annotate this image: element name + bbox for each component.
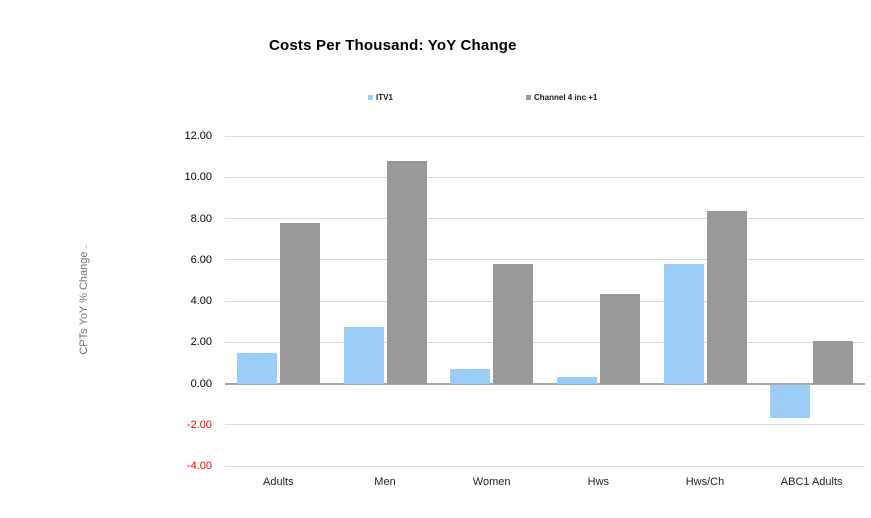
y-tick-label: 8.00 [190, 212, 212, 225]
gridline [225, 341, 865, 343]
y-axis-title: CPTs YoY % Change . [78, 245, 90, 355]
x-tick-label-adults: Adults [263, 476, 294, 488]
y-tick-label: -4.00 [186, 460, 212, 472]
bar-itv1-abc1-adults [770, 384, 811, 418]
x-tick-label-hws-ch: Hws/Ch [685, 476, 725, 488]
plot-area [225, 135, 865, 467]
x-tick-label-hws: Hws [587, 476, 610, 488]
legend-item-itv1: ITV1 [368, 93, 393, 102]
bar-channel-4-inc-1-women [493, 263, 534, 384]
gridline [225, 300, 865, 302]
gridline [225, 259, 865, 261]
chart-title: Costs Per Thousand: YoY Change [269, 37, 517, 54]
x-tick-label-women: Women [472, 476, 511, 488]
y-tick-label: 10.00 [184, 171, 212, 184]
bar-channel-4-inc-1-hws-ch [706, 211, 747, 384]
bar-channel-4-inc-1-men [386, 160, 427, 384]
bar-channel-4-inc-1-adults [279, 222, 320, 384]
x-tick-label-men: Men [374, 476, 396, 488]
legend-label-channel4: Channel 4 inc +1 [534, 93, 598, 102]
legend-marker-channel4-icon [526, 95, 531, 100]
zero-axis-line [225, 382, 865, 385]
bar-itv1-hws [556, 377, 597, 384]
x-tick-label-abc1-adults: ABC1 Adults [780, 476, 843, 488]
gridline [225, 465, 865, 467]
legend-label-itv1: ITV1 [376, 93, 393, 102]
gridline [225, 218, 865, 219]
y-tick-label: 6.00 [190, 253, 212, 266]
bar-itv1-women [450, 369, 491, 384]
bar-itv1-hws-ch [663, 263, 704, 384]
y-tick-label: 12.00 [184, 130, 212, 142]
y-tick-label: 0.00 [190, 377, 212, 390]
y-tick-label: 4.00 [190, 295, 212, 307]
y-tick-label: 2.00 [190, 336, 212, 349]
bar-channel-4-inc-1-hws [599, 293, 640, 384]
gridline [225, 176, 865, 178]
gridline [225, 424, 865, 426]
y-tick-label: -2.00 [186, 418, 212, 431]
legend-item-channel4: Channel 4 inc +1 [526, 93, 597, 102]
bar-itv1-men [343, 326, 384, 384]
bar-channel-4-inc-1-abc1-adults [813, 341, 854, 384]
gridline [225, 135, 865, 137]
legend-marker-itv1-icon [368, 95, 373, 100]
bar-itv1-adults [236, 352, 277, 384]
